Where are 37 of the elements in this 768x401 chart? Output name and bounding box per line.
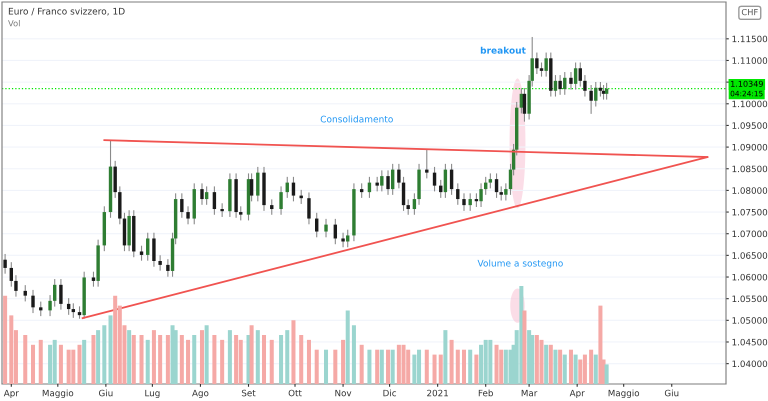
y-tick-label: 1.07500 bbox=[732, 208, 768, 216]
x-tick-label: Dic bbox=[383, 390, 396, 396]
x-tick-label: Nov bbox=[335, 390, 352, 396]
x-tick-label: Giu bbox=[664, 390, 678, 396]
y-axis-title: CHF bbox=[742, 8, 758, 16]
y-tick-label: 1.09500 bbox=[732, 122, 768, 129]
x-tick-label: Ago bbox=[192, 390, 208, 398]
y-tick-label: 1.11000 bbox=[732, 57, 768, 64]
x-tick-label: 2021 bbox=[427, 390, 448, 396]
annotation: Volume a sostegno bbox=[478, 260, 563, 268]
y-tick-label: 1.05000 bbox=[732, 317, 768, 324]
y-tick-label: 1.11500 bbox=[732, 36, 768, 42]
x-tick-label: Apr bbox=[570, 390, 585, 398]
annotation: Consolidamento bbox=[320, 116, 393, 122]
x-tick-label: Maggio bbox=[42, 390, 74, 398]
y-tick-label: 1.08500 bbox=[732, 166, 768, 172]
y-tick-label: 1.10000 bbox=[732, 100, 768, 108]
text: Euro / Franco svizzero, 1D bbox=[8, 8, 125, 16]
chart-title: Vol bbox=[8, 20, 20, 26]
x-tick-label: Lug bbox=[145, 390, 160, 398]
y-tick-label: 1.07000 bbox=[732, 230, 768, 238]
x-tick-label: Feb bbox=[478, 390, 493, 396]
y-tick-label: 1.06000 bbox=[732, 274, 768, 280]
x-tick-label: Mar bbox=[522, 390, 538, 396]
y-tick-label: 1.08000 bbox=[732, 187, 768, 194]
y-tick-label: 1.04500 bbox=[732, 338, 768, 346]
y-tick-label: 1.06500 bbox=[732, 252, 768, 259]
y-tick-label: 1.09000 bbox=[732, 144, 768, 151]
x-tick-label: Maggio bbox=[608, 390, 640, 398]
annotation: breakout bbox=[480, 46, 526, 54]
x-tick-label: Apr bbox=[4, 390, 19, 398]
y-tick-label: 1.05500 bbox=[732, 296, 768, 302]
x-tick-label: Ott bbox=[288, 390, 302, 396]
x-tick-label: Set bbox=[242, 390, 256, 396]
ref-line-label: 1.10349 bbox=[731, 80, 763, 87]
x-tick-label: Giu bbox=[98, 390, 112, 396]
y-tick-label: 1.04000 bbox=[732, 360, 768, 368]
